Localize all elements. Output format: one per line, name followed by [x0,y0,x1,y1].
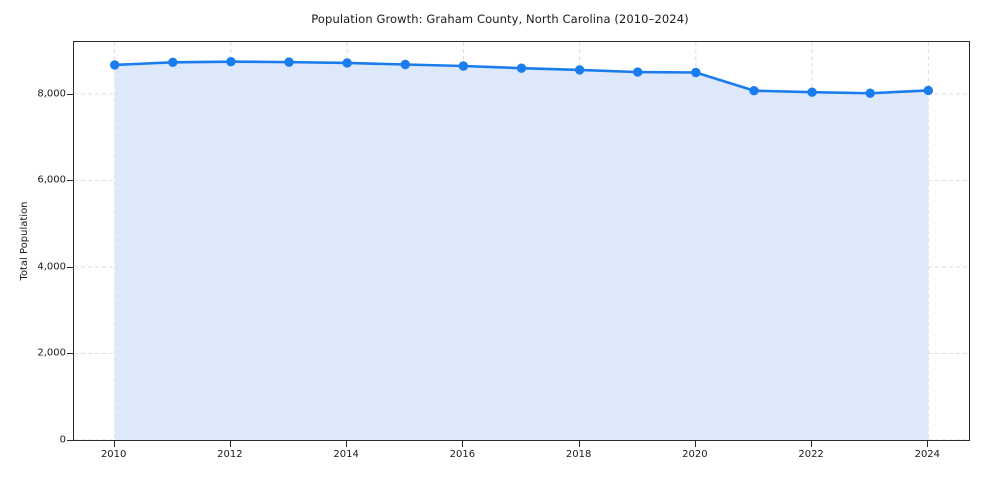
x-axis-tick-mark [346,441,348,447]
data-point-marker: 2011: 8730 [168,57,178,68]
y-axis-tick-mark [67,353,73,355]
data-point-marker: 2017: 8595 [516,63,527,73]
y-axis-tick-label: 2,000 [37,347,66,359]
y-axis-tick-labels: 0 2,000 4,000 6,000 8,000 [0,41,66,445]
data-point-marker: 2024: 8080 [923,85,934,96]
y-axis-tick-mark [67,440,73,441]
x-axis-tick-mark [811,441,813,447]
data-point-marker: 2014: 8715 [342,58,352,68]
x-axis-tick-mark [113,441,115,447]
x-axis-tick-mark [927,441,929,447]
data-point-marker: 2016: 8645 [458,61,469,71]
x-axis-tick-mark [694,441,696,447]
data-point-marker: 2010: 8670 [109,60,120,70]
data-point-marker: 2021: 8075 [749,85,759,96]
y-axis-tick-label: 0 [59,434,66,446]
x-axis-tick-label: 2016 [449,449,476,460]
series-plot: 2010: 8670 2011: 8730 2012: 8745 2013: 8735… [74,42,969,440]
x-axis-tick-mark [462,441,464,447]
data-point-marker: 2023: 8015 [865,88,875,98]
y-axis-tick-label: 6,000 [37,174,66,186]
y-axis-tick-mark [67,266,73,268]
data-point-marker: 2015: 8680 [400,59,410,70]
x-axis-tick-label: 2022 [798,449,824,460]
data-point-marker: 2019: 8505 [633,67,643,77]
x-axis-tick-label: 2014 [333,449,359,460]
x-axis-tick-labels: 2010 2012 2014 2016 2018 2020 2022 2024 [73,441,970,481]
data-point-marker: 2018: 8555 [574,65,585,75]
data-point-marker: 2012: 8745 [226,56,236,67]
area-fill [114,61,929,440]
data-point-marker: 2022: 8040 [807,87,817,97]
y-axis-tick-mark [67,180,73,182]
data-point-marker: 2020: 8495 [691,67,701,78]
x-axis-tick-mark [229,441,231,447]
x-axis-tick-mark [578,441,580,447]
chart-title: Population Growth: Graham County, North … [311,12,689,26]
data-point-marker: 2013: 8735 [284,57,294,67]
y-axis-tick-mark [67,93,73,95]
plot-area: 2010: 8670 2011: 8730 2012: 8745 2013: 8735… [73,41,970,441]
y-axis-tick-label: 8,000 [37,88,66,100]
x-axis-tick-label: 2020 [682,449,708,460]
x-axis-tick-label: 2018 [565,449,592,460]
x-axis-tick-label: 2012 [217,449,243,460]
y-axis-tick-label: 4,000 [37,261,66,273]
x-axis-tick-label: 2010 [100,449,127,460]
x-axis-tick-label: 2024 [914,449,941,460]
